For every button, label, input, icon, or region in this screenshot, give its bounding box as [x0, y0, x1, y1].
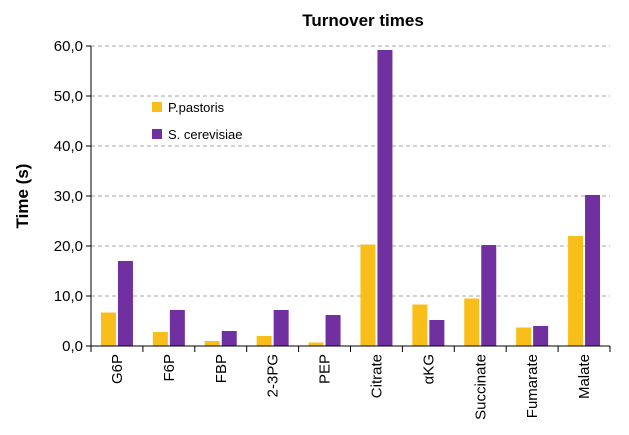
- gridlines: [91, 45, 610, 297]
- y-tick-label: 20,0: [54, 238, 83, 255]
- bar-s-cerevisiae: [117, 261, 133, 346]
- axes: [90, 46, 611, 352]
- x-tick-label: PEP: [317, 354, 334, 384]
- bar-p-pastoris: [464, 298, 480, 346]
- bar-p-pastoris: [204, 341, 220, 346]
- bar-s-cerevisiae: [273, 310, 289, 346]
- bar-s-cerevisiae: [377, 50, 393, 346]
- y-tick-label: 50,0: [54, 88, 83, 105]
- legend-label: P.pastoris: [168, 100, 225, 115]
- bar-p-pastoris: [308, 342, 324, 346]
- x-tick-label: FBP: [213, 354, 230, 383]
- x-tick-label: G6P: [109, 354, 126, 384]
- x-tick-label: Citrate: [368, 354, 385, 398]
- x-tick-labels: G6P F6P FBP 2-3PG PEP Citrate αKG Succinate Fuma…: [109, 354, 593, 420]
- chart-title: Turnover times: [302, 11, 424, 30]
- bar-s-cerevisiae: [325, 315, 341, 346]
- bar-p-pastoris: [516, 327, 532, 346]
- legend-label: S. cerevisiae: [168, 127, 242, 142]
- x-tick-label: 2-3PG: [265, 354, 282, 397]
- y-axis-title: Time (s): [13, 164, 32, 229]
- bar-s-cerevisiae: [585, 195, 601, 346]
- y-tick-label: 10,0: [54, 288, 83, 305]
- bar-s-cerevisiae: [481, 245, 497, 346]
- bar-p-pastoris: [360, 244, 376, 346]
- bars: [100, 50, 601, 346]
- y-tick-label: 30,0: [54, 188, 83, 205]
- legend-swatch: [152, 129, 162, 139]
- x-tick-label: Succinate: [472, 354, 489, 420]
- x-tick-label: Fumarate: [524, 354, 541, 418]
- bar-p-pastoris: [568, 236, 584, 346]
- x-tick-label: Malate: [576, 354, 593, 399]
- bar-s-cerevisiae: [169, 310, 185, 346]
- bar-p-pastoris: [100, 312, 116, 346]
- y-tick-labels: 0,0 10,0 20,0 30,0 40,0 50,0 60,0: [54, 38, 91, 355]
- legend-swatch: [152, 102, 162, 112]
- bar-s-cerevisiae: [533, 326, 549, 346]
- y-tick-label: 60,0: [54, 38, 83, 55]
- legend: P.pastoris S. cerevisiae: [152, 100, 242, 142]
- y-tick-label: 0,0: [62, 338, 83, 355]
- bar-s-cerevisiae: [429, 320, 445, 346]
- x-tick-label: F6P: [161, 354, 178, 382]
- bar-s-cerevisiae: [221, 331, 237, 346]
- x-tick-label: αKG: [420, 354, 437, 384]
- bar-p-pastoris: [152, 332, 168, 346]
- bar-p-pastoris: [412, 304, 428, 346]
- y-tick-label: 40,0: [54, 138, 83, 155]
- bar-p-pastoris: [256, 336, 272, 346]
